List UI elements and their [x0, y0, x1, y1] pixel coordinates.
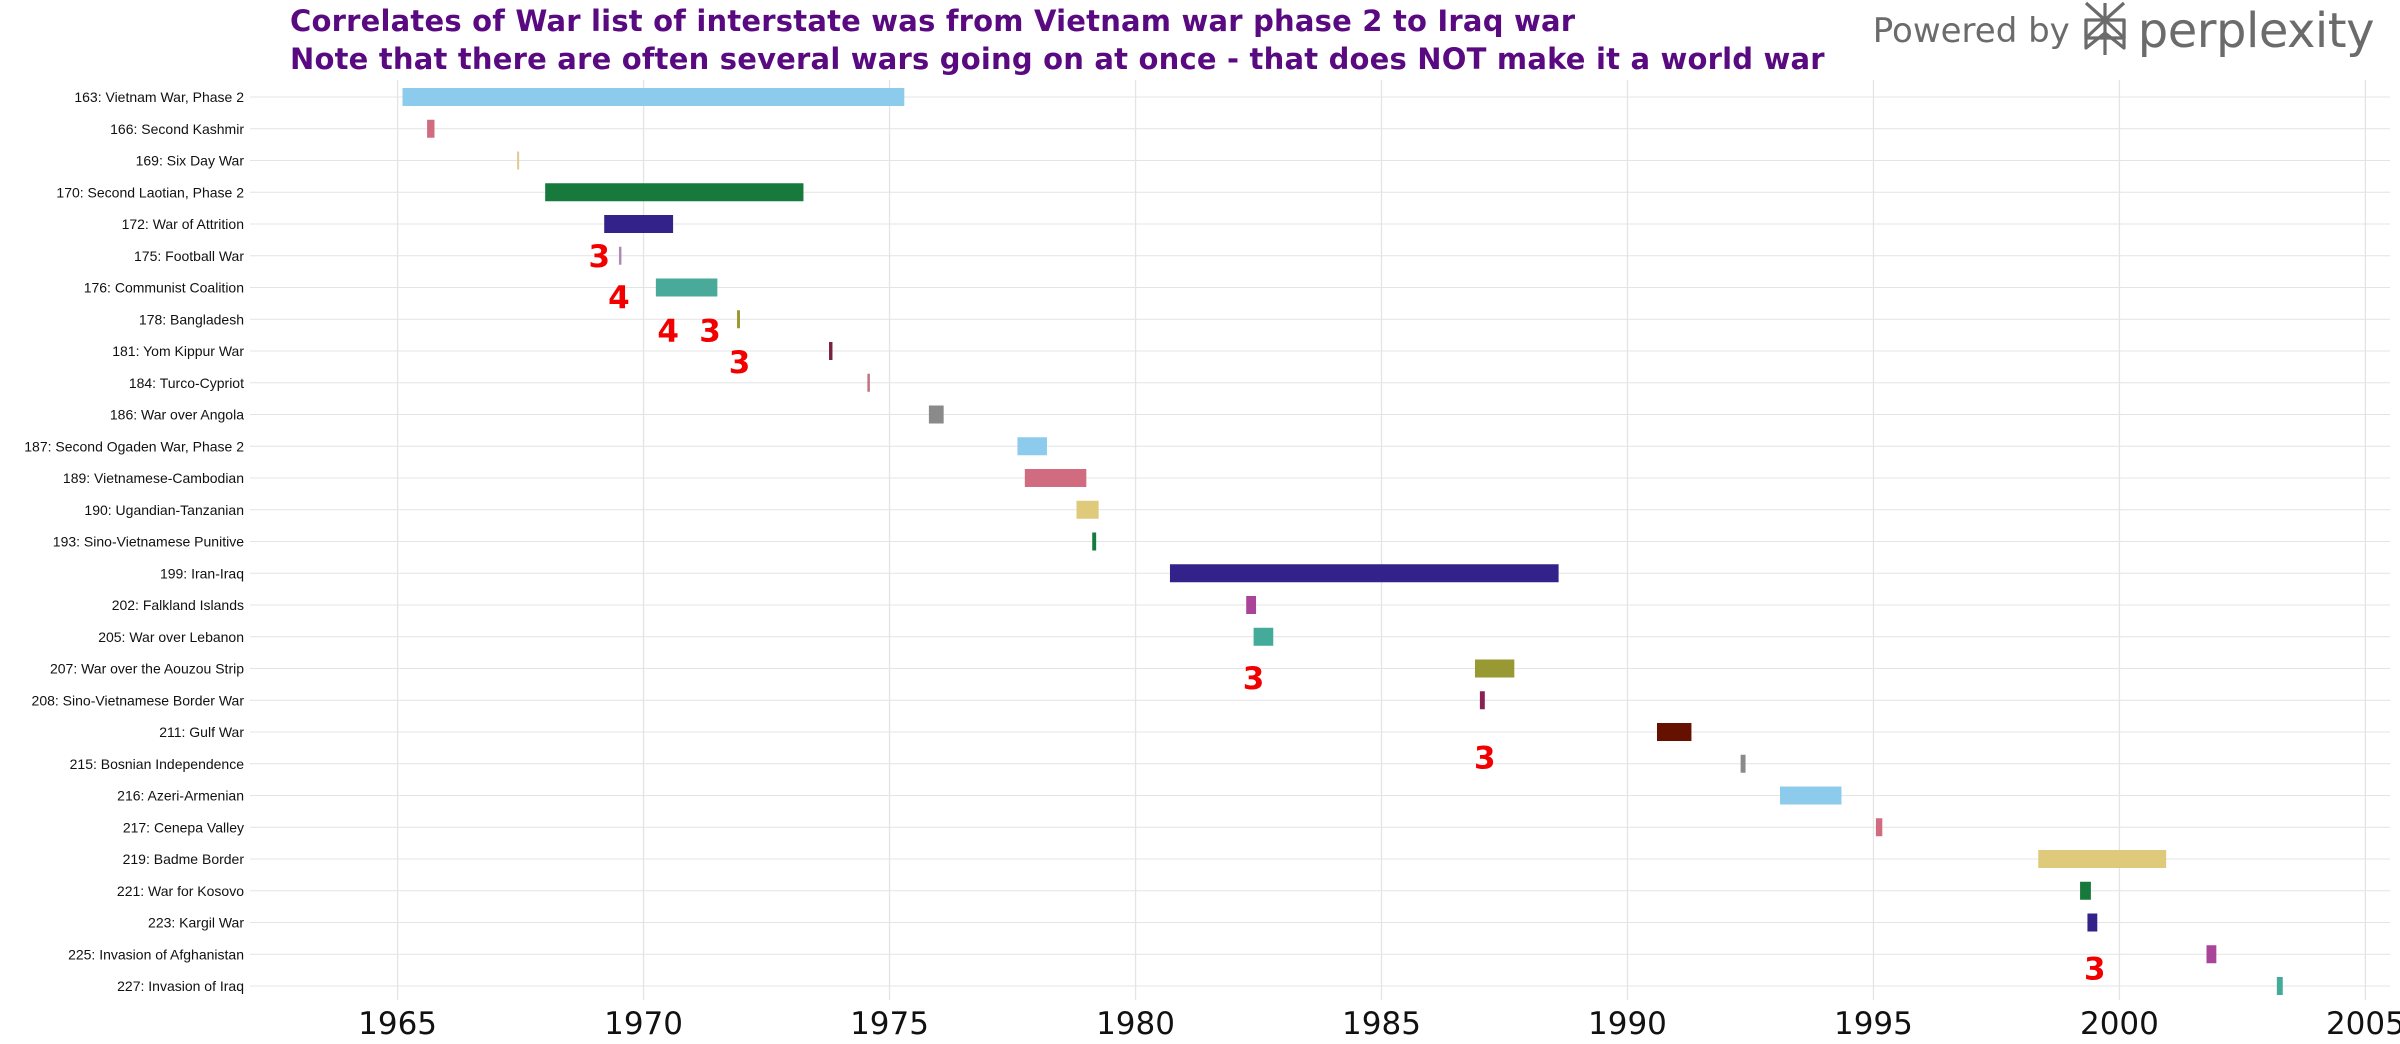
war-label: 225: Invasion of Afghanistan [68, 946, 244, 962]
concurrent-count-annotation: 3 [699, 313, 721, 349]
war-label: 175: Football War [134, 248, 244, 264]
war-label: 215: Bosnian Independence [70, 756, 245, 772]
war-bar [655, 278, 718, 297]
x-tick-label: 2000 [2080, 1006, 2159, 1042]
concurrent-count-annotation: 3 [588, 239, 610, 275]
concurrent-count-annotation: 3 [1474, 740, 1496, 776]
war-bar [1169, 564, 1559, 583]
war-bar [829, 342, 833, 360]
x-tick-label: 1990 [1588, 1006, 1667, 1042]
war-label: 207: War over the Aouzou Strip [50, 661, 244, 677]
war-bar [2038, 850, 2167, 868]
perplexity-logo-icon [2080, 0, 2130, 63]
war-label: 205: War over Lebanon [98, 629, 244, 645]
war-label: 227: Invasion of Iraq [117, 978, 244, 994]
war-label: 181: Yom Kippur War [112, 343, 244, 359]
war-bar [1656, 723, 1692, 741]
war-bar [517, 151, 520, 170]
x-tick-label: 2005 [2326, 1006, 2400, 1042]
war-bar [1017, 437, 1047, 456]
war-label: 176: Communist Coalition [84, 280, 244, 296]
war-bar [2276, 977, 2283, 995]
x-tick-label: 1975 [850, 1006, 929, 1042]
brand-prefix: Powered by [1872, 11, 2070, 51]
war-label: 186: War over Angola [110, 407, 244, 423]
war-bar [1246, 596, 1257, 614]
war-bar [1779, 786, 1842, 805]
war-bar [1474, 659, 1515, 678]
war-label: 189: Vietnamese-Cambodian [63, 470, 244, 486]
war-bar [1740, 754, 1746, 773]
war-bar [618, 246, 622, 265]
war-bar [928, 405, 944, 424]
war-bar [427, 119, 435, 138]
war-label: 221: War for Kosovo [117, 883, 244, 899]
war-bar [1076, 500, 1099, 519]
war-bar [1875, 818, 1883, 837]
war-bar [2087, 913, 2098, 932]
war-label: 178: Bangladesh [139, 311, 244, 327]
x-tick-label: 1970 [604, 1006, 683, 1042]
x-tick-label: 1980 [1096, 1006, 1175, 1042]
war-bar [867, 373, 870, 392]
brand-watermark: Powered by perplexity [1872, 0, 2375, 63]
concurrent-count-annotation: 3 [729, 345, 751, 381]
war-label: 169: Six Day War [136, 153, 245, 169]
war-label: 190: Ugandian-Tanzanian [84, 502, 244, 518]
war-bar [1092, 532, 1097, 551]
x-tick-label: 1985 [1342, 1006, 1421, 1042]
war-labels: 163: Vietnam War, Phase 2 166: Second Kas… [24, 89, 244, 994]
war-label: 166: Second Kashmir [110, 121, 244, 137]
war-bar [2206, 945, 2217, 964]
grid-lines [250, 80, 2390, 1000]
war-label: 184: Turco-Cypriot [129, 375, 244, 391]
war-bar [737, 310, 740, 329]
war-bar [1253, 627, 1274, 646]
war-label: 187: Second Ogaden War, Phase 2 [24, 438, 244, 454]
war-bar [402, 88, 905, 106]
war-label: 217: Cenepa Valley [123, 819, 244, 835]
war-bar [2080, 881, 2091, 900]
brand-name: perplexity [2137, 3, 2375, 59]
war-bar [604, 215, 674, 233]
x-axis-ticks: 1965 1970 1975 1980 1985 1990 1995 2000 2005 [358, 1006, 2400, 1042]
war-label: 208: Sino-Vietnamese Border War [32, 692, 245, 708]
chart-title: Correlates of War list of interstate was… [290, 4, 1576, 38]
x-tick-label: 1965 [358, 1006, 437, 1042]
concurrent-count-annotation: 4 [608, 280, 630, 316]
war-bar [545, 183, 804, 202]
concurrent-count-annotation: 3 [2084, 952, 2106, 988]
war-label: 170: Second Laotian, Phase 2 [56, 184, 244, 200]
war-label: 199: Iran-Iraq [160, 565, 244, 581]
war-label: 219: Badme Border [123, 851, 245, 867]
war-label: 172: War of Attrition [122, 216, 244, 232]
war-bar [1024, 469, 1087, 487]
war-bar [1479, 691, 1485, 710]
war-label: 223: Kargil War [148, 915, 244, 931]
war-label: 163: Vietnam War, Phase 2 [74, 89, 244, 105]
war-label: 193: Sino-Vietnamese Punitive [53, 534, 244, 550]
war-label: 216: Azeri-Armenian [117, 788, 244, 804]
war-label: 202: Falkland Islands [112, 597, 244, 613]
war-bars [402, 88, 2283, 995]
war-label: 211: Gulf War [159, 724, 244, 740]
x-tick-label: 1995 [1834, 1006, 1913, 1042]
concurrent-count-annotation: 4 [657, 313, 679, 349]
chart-subtitle: Note that there are often several wars g… [290, 42, 1825, 76]
concurrent-count-annotation: 3 [1243, 661, 1265, 697]
